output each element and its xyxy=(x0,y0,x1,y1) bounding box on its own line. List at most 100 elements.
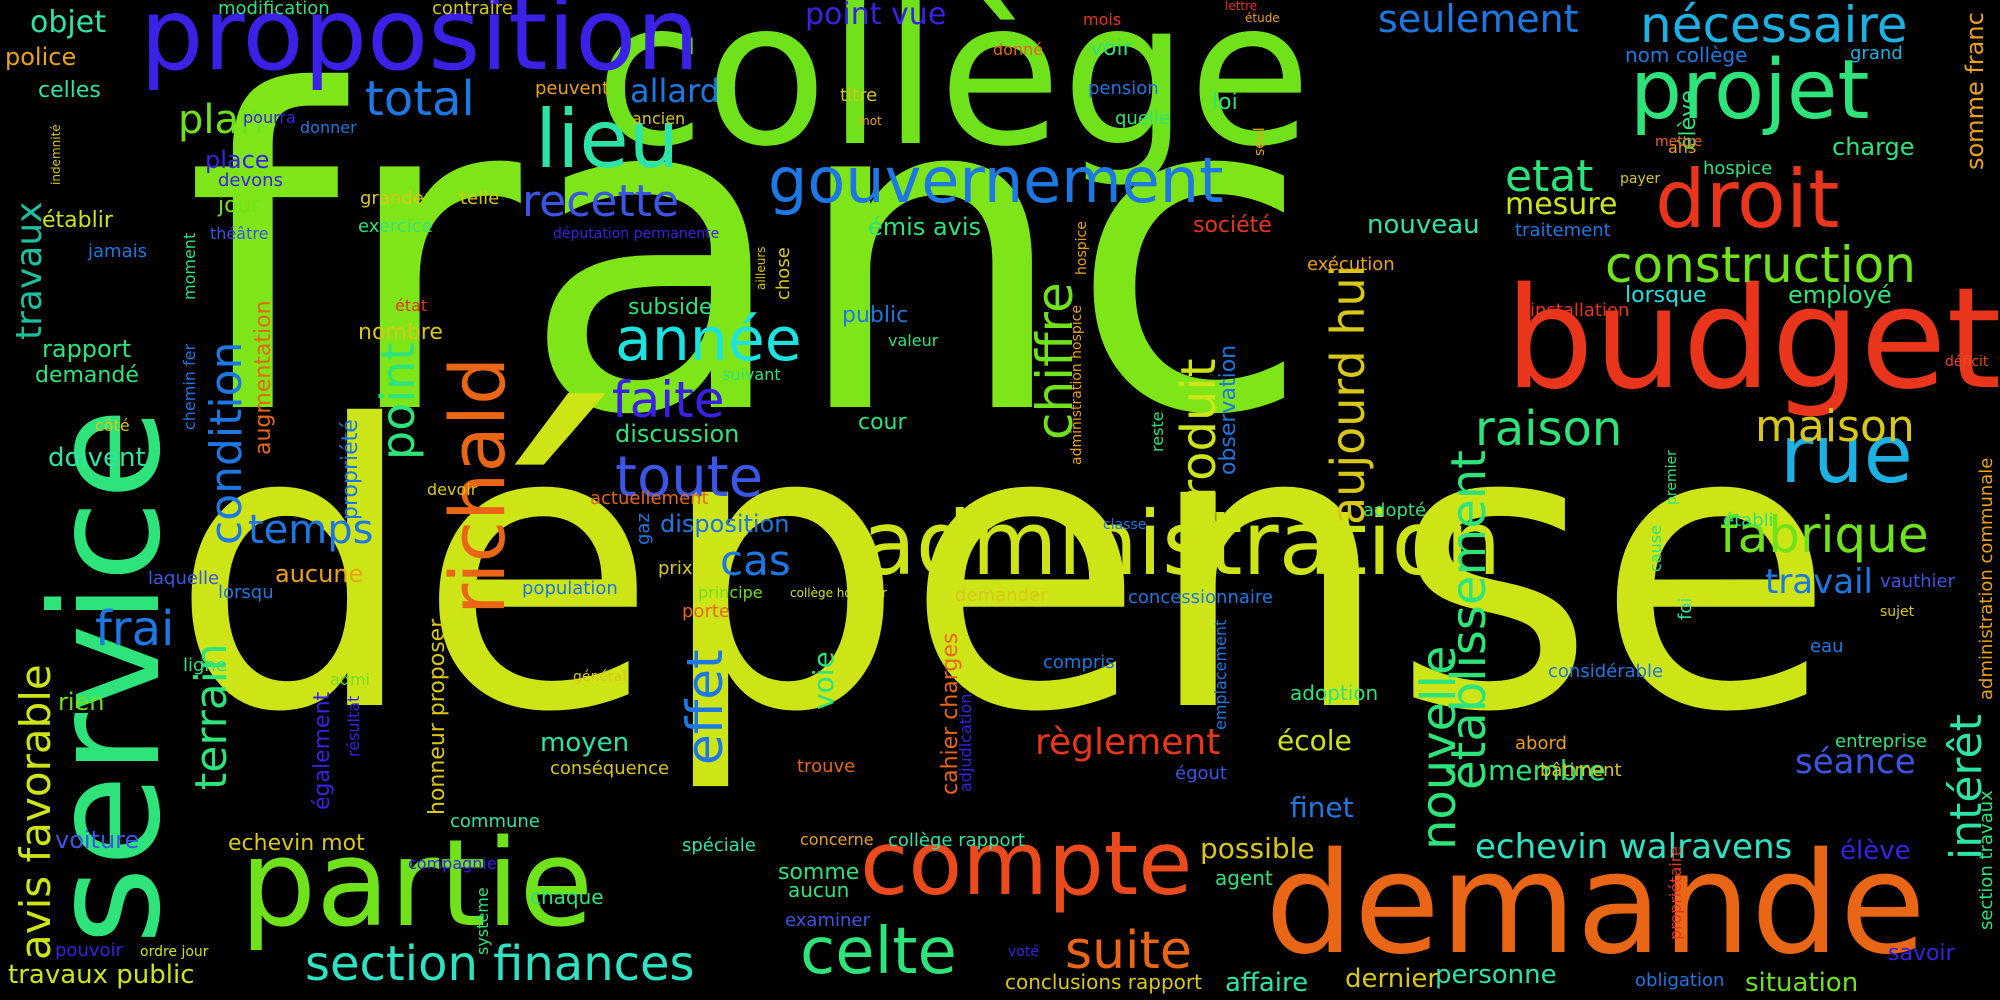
word-pension: pension xyxy=(1088,78,1159,99)
word-hospice: hospice xyxy=(1703,158,1773,179)
word-droit: droit xyxy=(1655,153,1840,246)
word-modification: modification xyxy=(218,0,330,19)
word-somme-franc: somme franc xyxy=(1961,12,1989,170)
word-affaire: affaire xyxy=(1225,968,1309,998)
word-observation: observation xyxy=(1216,344,1241,475)
word-emplacement: emplacement xyxy=(1211,619,1230,730)
word-allard: allard xyxy=(630,72,720,110)
word-demande-2: demandé xyxy=(35,363,139,388)
word-ancien: ancien xyxy=(632,109,686,128)
word-discussion: discussion xyxy=(615,420,740,448)
word-prix: prix xyxy=(658,558,693,579)
word-laquelle: laquelle xyxy=(148,568,220,589)
word-cas: cas xyxy=(720,536,791,585)
word-administration-communale: administration communale xyxy=(1976,457,1997,700)
word-egalement: également xyxy=(310,691,335,810)
word-chose: chose xyxy=(773,247,794,300)
word-vote: voté xyxy=(1008,944,1039,960)
word-adoption: adoption xyxy=(1290,681,1379,705)
word-titre: titre xyxy=(840,85,878,106)
word-administration: administration xyxy=(862,492,1502,595)
word-admi: admi xyxy=(330,670,370,689)
word-contraire: contraire xyxy=(432,0,513,19)
word-considerable: considérable xyxy=(1548,661,1664,682)
word-reglement: règlement xyxy=(1035,722,1221,763)
word-voiture: voiture xyxy=(55,826,140,854)
word-rapport: rapport xyxy=(42,335,132,363)
word-police: police xyxy=(5,43,77,71)
word-travaux-public: travaux public xyxy=(8,960,195,990)
word-finet: finet xyxy=(1290,791,1354,824)
word-examiner: examiner xyxy=(785,910,870,931)
word-depense: dépense xyxy=(170,343,1836,797)
word-etablir: établir xyxy=(42,208,113,233)
word-mesure: mesure xyxy=(1505,187,1618,222)
word-seul: seul xyxy=(1252,127,1268,156)
word-dernier: dernier xyxy=(1345,964,1439,994)
word-budget: budget xyxy=(1505,258,2000,421)
word-honneur-proposer: honneur proposer xyxy=(425,618,450,815)
word-plan: plan xyxy=(178,97,265,143)
word-consequence: conséquence xyxy=(550,758,670,779)
word-nombre: nombre xyxy=(358,320,443,345)
word-ailleurs: ailleurs xyxy=(754,246,768,290)
word-peuvent: peuvent xyxy=(535,78,610,99)
word-commune: commune xyxy=(450,811,540,832)
word-vauthier: vauthier xyxy=(1880,571,1956,592)
word-proprietaire: propriétaire xyxy=(1666,846,1685,940)
word-quelle: quelle xyxy=(1115,108,1170,129)
word-emis-avis: émis avis xyxy=(868,213,982,241)
word-condition: condition xyxy=(201,341,252,545)
word-etat-2: état xyxy=(395,296,428,315)
word-effet: effet xyxy=(676,649,734,765)
word-telle: telle xyxy=(460,188,500,209)
word-doivent: doivent xyxy=(48,443,146,473)
word-aujourd-hui: aujourd hui xyxy=(1321,264,1375,525)
word-projet: projet xyxy=(1630,43,1870,138)
word-aucune: aucune xyxy=(275,560,364,588)
word-cause: cause xyxy=(1646,525,1665,572)
word-classe: classe xyxy=(1103,517,1147,533)
word-toute: toute xyxy=(615,445,764,510)
word-lorsqu: lorsqu xyxy=(218,582,274,603)
word-general: général xyxy=(573,669,627,685)
word-section-finances: section finances xyxy=(305,936,695,992)
word-administration-hospice: administration hospice xyxy=(1069,305,1085,465)
word-lettre: lettre xyxy=(1225,0,1258,13)
word-echevin-mot: echevin mot xyxy=(228,831,365,856)
word-loi: loi xyxy=(1212,90,1238,115)
word-construction: construction xyxy=(1605,236,1916,294)
word-voie: voie xyxy=(807,651,840,710)
word-adjudication: adjudication xyxy=(956,693,975,792)
word-pourra: pourra xyxy=(243,108,296,127)
word-grande: grande xyxy=(360,188,424,209)
word-adopte: adopté xyxy=(1363,500,1427,521)
word-etude: étude xyxy=(1245,11,1280,25)
word-savoir: savoir xyxy=(1888,941,1955,966)
word-travail: travail xyxy=(1765,562,1873,602)
word-eleve-2: élève xyxy=(1840,836,1911,866)
word-payer: payer xyxy=(1620,171,1661,187)
word-raison: raison xyxy=(1475,401,1623,457)
word-obligation: obligation xyxy=(1635,970,1725,991)
word-theatre: théâtre xyxy=(210,224,269,243)
word-pouvoir: pouvoir xyxy=(55,940,123,961)
word-jamais: jamais xyxy=(88,241,147,262)
word-eau: eau xyxy=(1810,636,1844,657)
word-subside: subside xyxy=(628,295,713,320)
word-echevin-walravens: echevin walravens xyxy=(1475,827,1793,867)
word-employe: employé xyxy=(1788,281,1892,309)
word-lorsque: lorsque xyxy=(1625,283,1707,308)
word-ligne: ligne xyxy=(183,655,227,676)
word-rien: rien xyxy=(58,688,105,716)
word-franc: franc xyxy=(185,0,1312,511)
word-gaz: gaz xyxy=(633,513,654,545)
word-compte: compte xyxy=(860,812,1193,915)
word-voir: voir xyxy=(1090,36,1132,61)
word-conclusions-rapport: conclusions rapport xyxy=(1005,970,1202,994)
word-section-travaux: section travaux xyxy=(1976,790,1997,930)
word-mettre: mettre xyxy=(1655,134,1703,150)
word-suivant: suivant xyxy=(722,365,781,384)
word-mois: mois xyxy=(1083,10,1122,29)
